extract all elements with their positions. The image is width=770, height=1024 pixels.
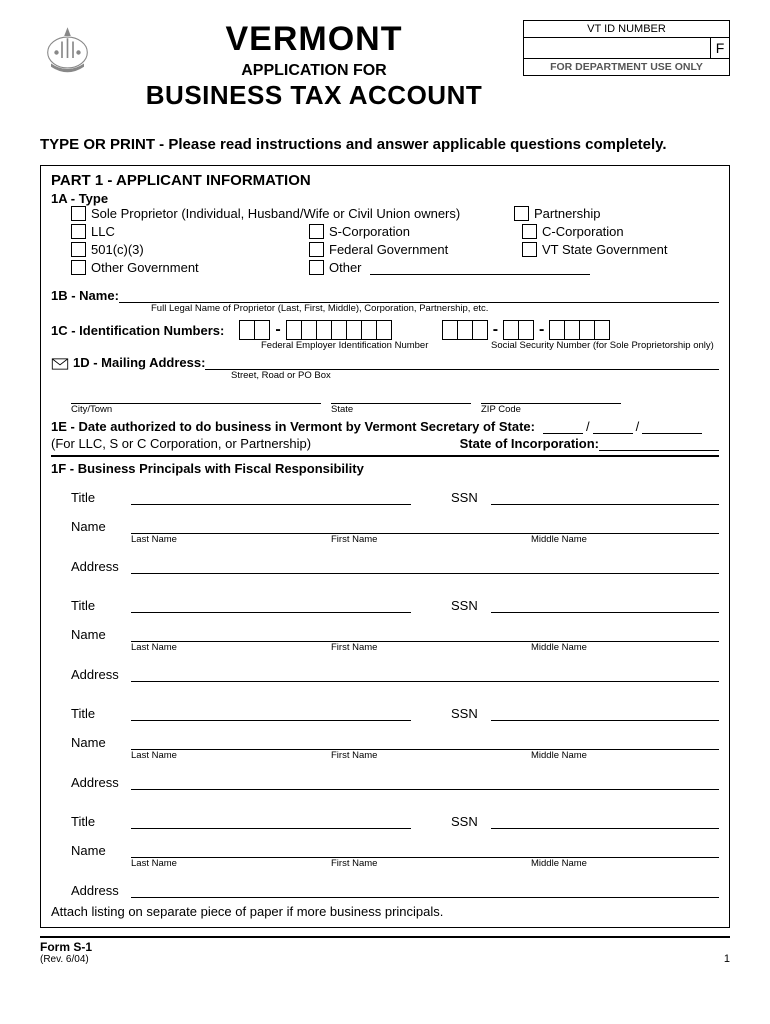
p3-title[interactable] bbox=[131, 706, 411, 721]
other-input-line[interactable] bbox=[370, 260, 590, 275]
date-mm[interactable] bbox=[543, 419, 583, 434]
p2-address[interactable] bbox=[131, 667, 719, 682]
name-input-line[interactable] bbox=[119, 288, 719, 303]
state-seal-icon bbox=[40, 25, 95, 80]
section-1d-label: 1D - Mailing Address: bbox=[73, 355, 205, 370]
p1-ssn[interactable] bbox=[491, 490, 719, 505]
attach-note: Attach listing on separate piece of pape… bbox=[51, 904, 719, 919]
form-revision: (Rev. 6/04) bbox=[40, 954, 92, 965]
section-1e-label: 1E - Date authorized to do business in V… bbox=[51, 419, 535, 434]
p3-name[interactable] bbox=[131, 735, 719, 750]
checkbox-partnership[interactable]: Partnership bbox=[514, 206, 600, 221]
checkbox-501c3[interactable]: 501(c)(3) bbox=[71, 242, 301, 257]
part1-title: PART 1 - APPLICANT INFORMATION bbox=[51, 172, 719, 189]
envelope-icon bbox=[51, 358, 69, 370]
date-dd[interactable] bbox=[593, 419, 633, 434]
part1-box: PART 1 - APPLICANT INFORMATION 1A - Type… bbox=[40, 165, 730, 928]
p1-address[interactable] bbox=[131, 559, 719, 574]
id-f-cell: F bbox=[710, 38, 729, 58]
city-caption: City/Town bbox=[71, 404, 331, 415]
state-caption: State bbox=[331, 404, 481, 415]
zip-caption: ZIP Code bbox=[481, 404, 521, 415]
p4-title[interactable] bbox=[131, 814, 411, 829]
principal-block-2: TitleSSN Name Last NameFirst NameMiddle … bbox=[71, 598, 719, 682]
principal-block-4: TitleSSN Name Last NameFirst NameMiddle … bbox=[71, 814, 719, 898]
checkbox-c-corp[interactable]: C-Corporation bbox=[522, 224, 702, 239]
form-header: VERMONT APPLICATION FOR BUSINESS TAX ACC… bbox=[40, 20, 730, 111]
principal-block-1: TitleSSN Name Last NameFirst NameMiddle … bbox=[71, 490, 719, 574]
instruction-line: TYPE OR PRINT - Please read instructions… bbox=[40, 136, 730, 153]
p1-name[interactable] bbox=[131, 519, 719, 534]
state-incorp-line[interactable] bbox=[599, 436, 719, 451]
ssn-boxes[interactable]: - - bbox=[442, 320, 611, 340]
state-incorp-label: State of Incorporation: bbox=[460, 436, 599, 451]
zip-line[interactable] bbox=[481, 391, 621, 404]
principal-block-3: TitleSSN Name Last NameFirst NameMiddle … bbox=[71, 706, 719, 790]
section-1f-label: 1F - Business Principals with Fiscal Res… bbox=[51, 461, 719, 476]
p2-name[interactable] bbox=[131, 627, 719, 642]
checkbox-vt-state-gov[interactable]: VT State Government bbox=[522, 242, 702, 257]
checkbox-s-corp[interactable]: S-Corporation bbox=[309, 224, 514, 239]
form-number: Form S-1 bbox=[40, 940, 92, 954]
street-caption: Street, Road or PO Box bbox=[51, 370, 719, 381]
checkbox-other-gov[interactable]: Other Government bbox=[71, 260, 301, 275]
checkbox-federal-gov[interactable]: Federal Government bbox=[309, 242, 514, 257]
p3-ssn[interactable] bbox=[491, 706, 719, 721]
mailing-street-line[interactable] bbox=[205, 355, 719, 370]
city-line[interactable] bbox=[71, 391, 321, 404]
checkbox-other[interactable]: Other bbox=[309, 260, 362, 275]
state-line[interactable] bbox=[331, 391, 471, 404]
ssn-caption: Social Security Number (for Sole Proprie… bbox=[491, 340, 714, 351]
title-state: VERMONT bbox=[115, 20, 513, 59]
checkbox-llc[interactable]: LLC bbox=[71, 224, 301, 239]
title-application-for: APPLICATION FOR bbox=[115, 62, 513, 80]
section-1c-label: 1C - Identification Numbers: bbox=[51, 323, 224, 338]
p4-name[interactable] bbox=[131, 843, 719, 858]
date-yy[interactable] bbox=[642, 419, 702, 434]
p2-title[interactable] bbox=[131, 598, 411, 613]
p2-ssn[interactable] bbox=[491, 598, 719, 613]
section-1b-label: 1B - Name: bbox=[51, 288, 119, 303]
id-number-label: VT ID NUMBER bbox=[524, 21, 729, 38]
checkbox-sole-proprietor[interactable]: Sole Proprietor (Individual, Husband/Wif… bbox=[71, 206, 506, 221]
p3-address[interactable] bbox=[131, 775, 719, 790]
p1-title[interactable] bbox=[131, 490, 411, 505]
p4-ssn[interactable] bbox=[491, 814, 719, 829]
dept-use-only: FOR DEPARTMENT USE ONLY bbox=[524, 59, 729, 75]
page-number: 1 bbox=[724, 953, 730, 965]
fein-boxes[interactable]: - bbox=[239, 320, 391, 340]
divider bbox=[51, 455, 719, 457]
section-1e-sub: (For LLC, S or C Corporation, or Partner… bbox=[51, 436, 311, 451]
name-caption: Full Legal Name of Proprietor (Last, Fir… bbox=[51, 303, 719, 314]
id-number-box: VT ID NUMBER F FOR DEPARTMENT USE ONLY bbox=[523, 20, 730, 76]
title-main: BUSINESS TAX ACCOUNT bbox=[115, 80, 513, 111]
page-footer: Form S-1 (Rev. 6/04) 1 bbox=[40, 936, 730, 965]
section-1a-label: 1A - Type bbox=[51, 191, 719, 206]
fein-caption: Federal Employer Identification Number bbox=[261, 340, 461, 351]
p4-address[interactable] bbox=[131, 883, 719, 898]
